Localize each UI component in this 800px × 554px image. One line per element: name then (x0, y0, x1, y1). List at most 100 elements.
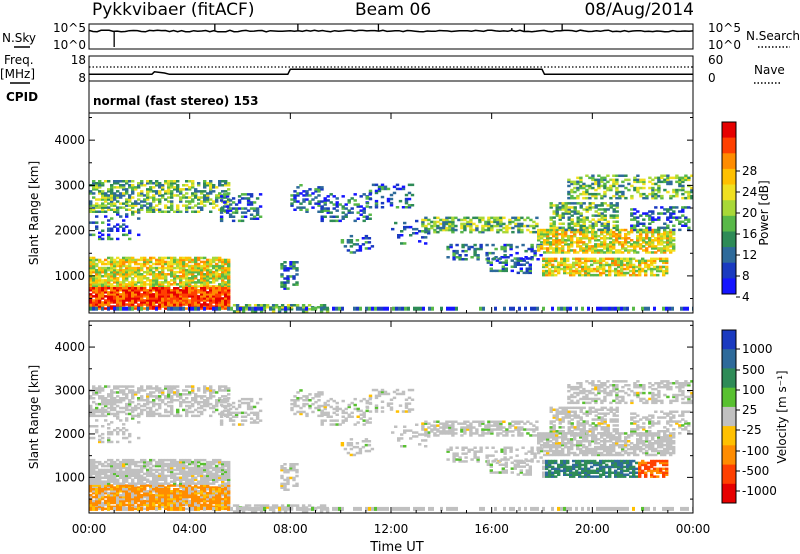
heatmap-cell (380, 183, 385, 187)
heatmap-cell (596, 269, 600, 273)
heatmap-cell (501, 265, 505, 268)
heatmap-cell (140, 468, 144, 472)
heatmap-cell (212, 472, 216, 476)
heatmap-cell (669, 239, 673, 242)
heatmap-cell (651, 228, 655, 232)
heatmap-cell (659, 265, 663, 269)
heatmap-cell (170, 268, 174, 272)
heatmap-cell (579, 232, 583, 236)
heatmap-cell (681, 224, 685, 227)
heatmap-cell (116, 387, 120, 390)
heatmap-cell (89, 464, 93, 468)
heatmap-cell (588, 226, 592, 230)
heatmap-cell (227, 200, 231, 203)
heatmap-cell (636, 180, 640, 184)
heatmap-cell (101, 182, 105, 185)
heatmap-cell (95, 206, 99, 209)
heatmap-cell (134, 262, 138, 266)
heatmap-cell (320, 205, 324, 208)
heatmap-cell (442, 222, 446, 226)
heatmap-cell (627, 232, 631, 236)
heatmap-cell (143, 256, 147, 260)
heatmap-cell (549, 222, 553, 225)
heatmap-cell (612, 247, 616, 250)
heatmap-cell (146, 190, 150, 193)
heatmap-cell (110, 432, 114, 436)
heatmap-cell (197, 468, 201, 472)
heatmap-cell (206, 484, 210, 487)
heatmap-cell (627, 241, 631, 244)
heatmap-cell (101, 402, 105, 406)
heatmap-cell (514, 224, 518, 228)
heatmap-cell (92, 414, 96, 418)
heatmap-cell (170, 484, 174, 487)
heatmap-cell (663, 188, 667, 192)
heatmap-cell (659, 269, 663, 273)
heatmap-cell (639, 247, 643, 250)
heatmap-cell (203, 204, 207, 207)
heatmap-cell (227, 468, 231, 472)
heatmap-cell (460, 218, 464, 222)
heatmap-cell (107, 491, 111, 495)
heatmap-cell (125, 480, 129, 483)
heatmap-cell (131, 410, 135, 414)
heatmap-cell (206, 264, 210, 268)
heatmap-cell (110, 430, 114, 434)
heatmap-cell (651, 182, 655, 186)
heatmap-cell (678, 220, 682, 223)
heatmap-cell (101, 472, 105, 476)
heatmap-cell (104, 192, 108, 195)
heatmap-cell (155, 306, 158, 311)
heatmap-cell (98, 438, 102, 442)
heatmap-cell (642, 196, 646, 200)
heatmap-cell (555, 226, 559, 230)
heatmap-cell (107, 399, 111, 402)
heatmap-cell (98, 231, 102, 235)
heatmap-cell (280, 308, 285, 311)
heatmap-cell (155, 493, 159, 497)
heatmap-cell (170, 289, 174, 292)
heatmap-cell (520, 216, 524, 220)
heatmap-cell (487, 222, 491, 226)
heatmap-cell (614, 257, 618, 261)
heatmap-cell (523, 218, 527, 222)
heatmap-cell (131, 460, 135, 464)
heatmap-cell (566, 257, 570, 261)
heatmap-cell (104, 503, 108, 507)
heatmap-cell (113, 180, 117, 183)
heatmap-cell (442, 224, 446, 228)
heatmap-cell (164, 198, 168, 201)
heatmap-cell (194, 306, 197, 311)
heatmap-cell (587, 267, 591, 271)
heatmap-cell (155, 460, 159, 464)
heatmap-cell (650, 267, 654, 271)
heatmap-cell (89, 192, 93, 195)
heatmap-cell (158, 291, 162, 294)
heatmap-cell (122, 499, 126, 503)
heatmap-cell (137, 497, 141, 501)
heatmap-cell (101, 287, 105, 290)
heatmap-cell (561, 228, 565, 232)
heatmap-cell (200, 266, 204, 270)
heatmap-cell (143, 486, 147, 489)
heatmap-cell (158, 493, 162, 497)
heatmap-cell (660, 232, 664, 236)
heatmap-cell (308, 200, 312, 203)
heatmap-cell (143, 285, 147, 288)
heatmap-cell (104, 285, 108, 288)
heatmap-cell (219, 207, 224, 210)
heatmap-cell (662, 261, 666, 265)
heatmap-cell (140, 262, 144, 266)
heatmap-cell (484, 220, 488, 224)
heatmap-cell (286, 281, 290, 284)
heatmap-cell (158, 404, 162, 408)
heatmap-cell (131, 283, 135, 286)
heatmap-cell (650, 273, 654, 277)
heatmap-cell (206, 194, 210, 197)
heatmap-cell (596, 265, 600, 269)
heatmap-cell (179, 275, 183, 278)
heatmap-cell (161, 501, 165, 505)
heatmap-cell (116, 482, 120, 485)
heatmap-cell (627, 251, 631, 254)
heatmap-cell (430, 224, 434, 228)
